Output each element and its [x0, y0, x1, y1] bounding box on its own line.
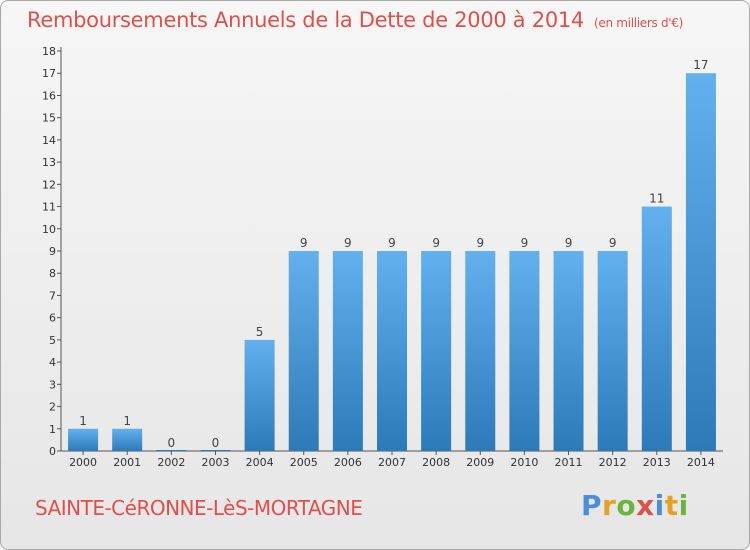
bar-2000: [68, 428, 99, 451]
data-label: 9: [344, 236, 352, 250]
x-tick-label: 2010: [510, 456, 538, 469]
data-label: 11: [649, 192, 664, 206]
bar-2006: [332, 251, 363, 451]
y-tick-label: 2: [49, 401, 56, 414]
y-tick-label: 6: [49, 312, 56, 325]
y-tick-label: 3: [49, 378, 56, 391]
y-tick-label: 18: [42, 45, 56, 58]
logo-letter: i: [654, 489, 665, 522]
logo-letter: i: [678, 489, 689, 522]
x-tick-label: 2008: [422, 456, 450, 469]
logo-letter: P: [581, 489, 603, 522]
x-tick-label: 2002: [157, 456, 185, 469]
data-label: 9: [300, 236, 308, 250]
x-tick-label: 2001: [113, 456, 141, 469]
logo-letter: o: [616, 489, 637, 522]
data-label: 9: [609, 236, 617, 250]
logo-letter: t: [664, 489, 679, 522]
x-tick-label: 2005: [290, 456, 318, 469]
data-label: 9: [521, 236, 529, 250]
y-tick-label: 13: [42, 156, 56, 169]
chart-title: Remboursements Annuels de la Dette de 20…: [27, 8, 683, 32]
bar-2008: [421, 251, 452, 451]
y-tick-label: 4: [49, 356, 56, 369]
x-tick-label: 2004: [246, 456, 274, 469]
y-tick-label: 12: [42, 178, 56, 191]
y-tick-label: 17: [42, 67, 56, 80]
y-tick-label: 15: [42, 112, 56, 125]
x-tick-label: 2003: [201, 456, 229, 469]
x-tick-label: 2006: [334, 456, 362, 469]
x-tick-label: 2000: [69, 456, 97, 469]
data-label: 5: [256, 325, 264, 339]
x-tick-label: 2014: [687, 456, 715, 469]
commune-name: SAINTE-CéRONNE-LèS-MORTAGNE: [35, 496, 363, 520]
x-tick-label: 2009: [466, 456, 494, 469]
bar-2014: [685, 73, 716, 451]
x-tick-label: 2011: [555, 456, 583, 469]
data-label: 0: [212, 436, 220, 450]
y-tick-label: 7: [49, 289, 56, 302]
y-tick-label: 11: [42, 201, 56, 214]
bar-2002: [156, 450, 187, 451]
chart-unit-label: (en milliers d'€): [594, 16, 684, 30]
bar-2011: [553, 251, 584, 451]
data-label: 9: [565, 236, 573, 250]
y-tick-label: 8: [49, 267, 56, 280]
y-tick-label: 5: [49, 334, 56, 347]
chart-bars: [68, 73, 716, 451]
bar-2001: [112, 428, 143, 451]
logo-letter: r: [602, 489, 617, 522]
bar-2005: [288, 251, 319, 451]
bar-2012: [597, 251, 628, 451]
data-label: 9: [432, 236, 440, 250]
data-label: 9: [388, 236, 396, 250]
x-tick-label: 2012: [599, 456, 627, 469]
logo-letter: x: [636, 489, 655, 522]
y-tick-label: 1: [49, 423, 56, 436]
y-tick-label: 16: [42, 89, 56, 102]
x-tick-label: 2013: [643, 456, 671, 469]
bar-2013: [641, 206, 672, 451]
y-tick-label: 10: [42, 223, 56, 236]
y-tick-label: 0: [49, 445, 56, 458]
proxiti-logo[interactable]: Proxiti: [581, 489, 689, 522]
bar-2004: [244, 339, 275, 451]
y-tick-label: 14: [42, 134, 56, 147]
data-label: 9: [476, 236, 484, 250]
data-label: 17: [693, 58, 708, 72]
y-tick-label: 9: [49, 245, 56, 258]
bar-2003: [200, 450, 231, 451]
chart-title-text: Remboursements Annuels de la Dette de 20…: [27, 8, 584, 32]
data-label: 0: [168, 436, 176, 450]
data-label: 1: [123, 414, 131, 428]
data-label: 1: [79, 414, 87, 428]
bar-2007: [377, 251, 407, 451]
bar-2010: [509, 251, 540, 451]
chart-labels: 2000 1 2001 1 2002 0 2003 0 2004 5 2005 9 2006 9 2007 9…: [69, 58, 715, 469]
x-tick-label: 2007: [378, 456, 406, 469]
bar-2009: [465, 251, 496, 451]
